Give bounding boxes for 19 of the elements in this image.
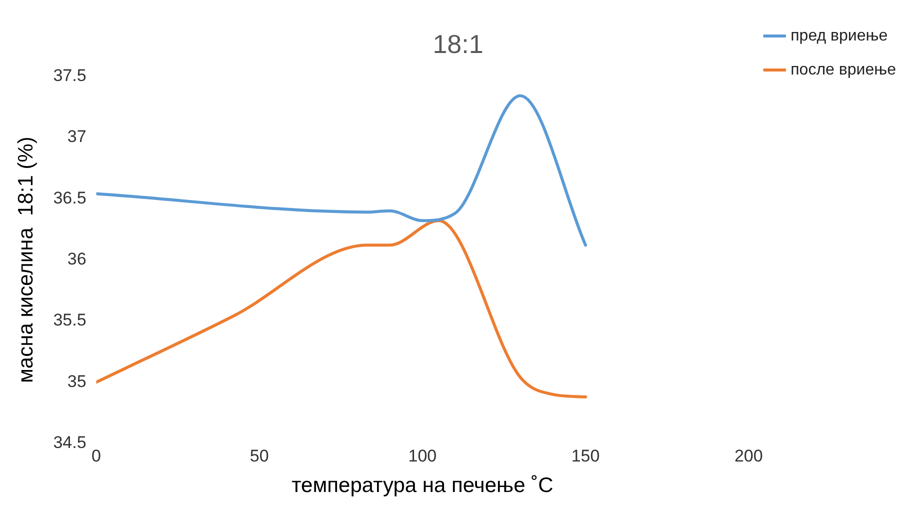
chart-title: 18:1	[432, 28, 484, 59]
x-tick-label: 0	[92, 446, 102, 466]
y-tick-label: 37	[67, 127, 86, 146]
x-axis-title: температура на печење ˚C	[292, 474, 554, 498]
y-tick-label: 37.5	[53, 66, 86, 85]
y-tick-label: 34.5	[53, 433, 86, 452]
y-tick-label: 35	[67, 372, 86, 391]
legend-label: после вриење	[790, 61, 896, 78]
y-tick-label: 36.5	[53, 188, 86, 208]
x-tick-label: 100	[408, 446, 437, 466]
x-tick-label: 150	[571, 446, 600, 466]
line-series	[96, 94, 588, 247]
x-tick-label: 50	[250, 446, 269, 466]
x-tick-label: 200	[734, 446, 763, 466]
y-axis-title: масна киселина 18:1 (%)	[14, 136, 38, 384]
y-tick-label: 36	[67, 249, 86, 268]
y-tick-label: 35.5	[53, 310, 86, 330]
legend-label: пред вриење	[790, 27, 888, 44]
line-series	[96, 219, 588, 398]
